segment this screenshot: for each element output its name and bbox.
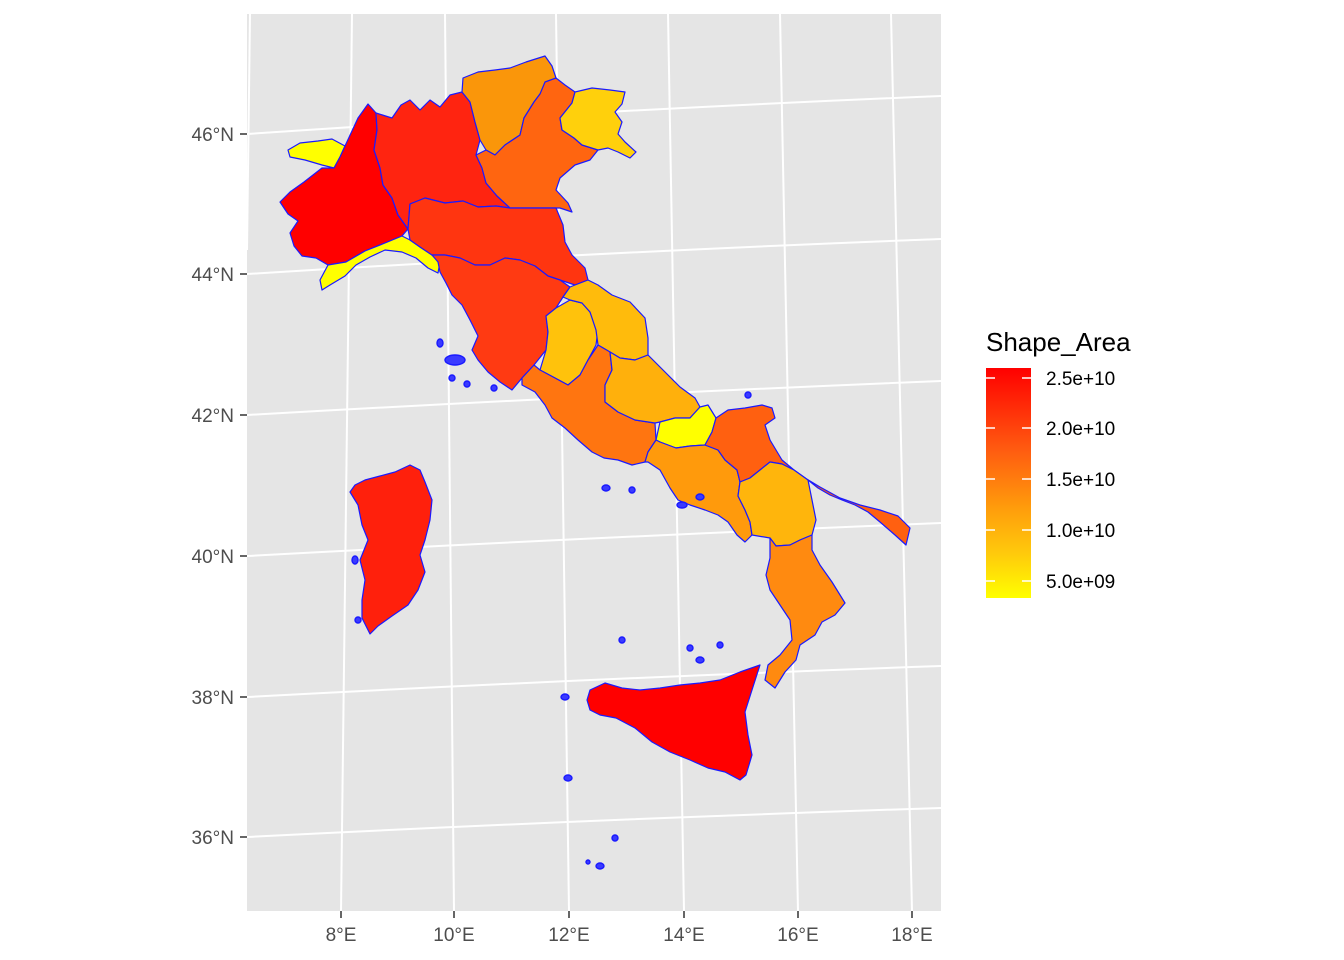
x-tick-label: 18°E [891, 925, 932, 946]
legend-label: 2.5e+10 [1046, 369, 1115, 390]
x-axis [340, 911, 913, 918]
region-calabria [764, 534, 846, 689]
region-sicilia [586, 664, 761, 781]
island-mark [490, 384, 498, 392]
legend-colorbar [986, 368, 1031, 598]
x-tick-label: 8°E [326, 925, 357, 946]
x-tick-label: 14°E [663, 925, 704, 946]
island-mark [744, 391, 752, 399]
region-sardegna [349, 464, 433, 635]
island-mark [595, 862, 605, 870]
island-mark [585, 859, 591, 865]
x-tick-label: 12°E [548, 925, 589, 946]
island-mark [563, 774, 573, 782]
legend-title: Shape_Area [986, 327, 1131, 357]
island-mark [560, 693, 570, 701]
y-axis [240, 133, 247, 838]
island-mark [611, 834, 619, 842]
island-mark [444, 354, 466, 366]
island-mark [628, 486, 636, 494]
x-tick-label: 16°E [777, 925, 818, 946]
y-tick-label: 46°N [192, 125, 234, 146]
y-tick-label: 42°N [192, 406, 234, 427]
y-tick-label: 38°N [192, 688, 234, 709]
island-mark [436, 338, 444, 348]
island-mark [695, 493, 705, 501]
y-tick-label: 40°N [192, 547, 234, 568]
island-mark [618, 636, 626, 644]
legend-label: 1.5e+10 [1046, 470, 1115, 491]
y-tick-label: 36°N [192, 828, 234, 849]
small-islands [351, 338, 752, 870]
island-mark [716, 641, 724, 649]
x-tick-label: 10°E [433, 925, 474, 946]
legend-label: 5.0e+09 [1046, 572, 1115, 593]
regions-layer [279, 55, 911, 781]
legend-label: 2.0e+10 [1046, 419, 1115, 440]
island-mark [601, 484, 611, 492]
region-liguria [319, 235, 441, 291]
island-mark [686, 644, 694, 652]
island-mark [463, 380, 471, 388]
island-mark [695, 656, 705, 664]
legend: Shape_Area 2.5e+10 2.0e+10 1.5e+10 1.0e+… [986, 327, 1131, 598]
region-friuli-venezia-giulia [559, 87, 637, 159]
legend-label: 1.0e+10 [1046, 521, 1115, 542]
island-mark [676, 501, 688, 509]
y-tick-label: 44°N [192, 265, 234, 286]
island-mark [448, 374, 456, 382]
island-mark [351, 555, 359, 565]
island-mark [354, 616, 362, 624]
